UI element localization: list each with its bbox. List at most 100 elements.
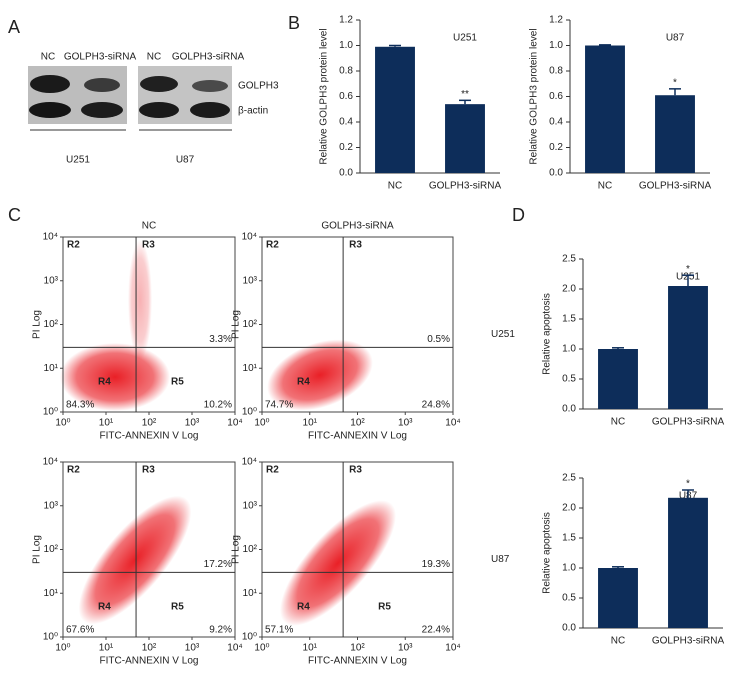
y-tick-label: 10¹ [243,588,258,599]
gate-label: R5 [171,602,184,613]
y-tick-label: 10² [44,319,59,330]
y-axis-label: Relative apoptosis [542,293,553,375]
gate-label: R5 [171,377,184,388]
quadrant-percentage: 9.2% [209,625,232,636]
y-tick-label: 10¹ [44,363,59,374]
gate-label: R2 [67,465,80,476]
band [30,75,70,93]
y-tick-label: 0.8 [339,66,353,77]
y-tick-label: 0.0 [562,623,576,634]
y-tick-label: 0.5 [562,374,576,385]
column-title: GOLPH3-siRNA [321,221,394,232]
y-tick-label: 10⁴ [43,232,58,243]
x-tick-label: 10⁰ [55,418,70,429]
x-tick-label: 10⁴ [445,643,460,654]
y-tick-label: 0.6 [339,91,353,102]
y-tick-label: 10⁰ [242,407,257,418]
panel-label: B [288,13,300,33]
gate-label: R3 [349,240,362,251]
lane-label: NC [147,52,161,63]
x-tick-label: NC [388,181,402,192]
cell-line-label: U87 [176,155,195,166]
quadrant-percentage: 0.5% [427,334,450,345]
x-axis-label: FITC-ANNEXIN V Log [308,656,407,667]
band-label: β-actin [238,106,268,117]
gate-label: R4 [98,602,111,613]
gate-label: R4 [98,377,111,388]
y-tick-label: 1.0 [562,563,576,574]
y-tick-label: 10⁴ [242,232,257,243]
gate-label: R2 [67,240,80,251]
cell-cloud [60,343,170,411]
y-tick-label: 10³ [243,500,258,511]
x-tick-label: 10³ [185,643,200,654]
cell-clouds [60,240,396,626]
y-tick-label: 0.6 [549,91,563,102]
gate-label: R3 [142,465,155,476]
bar [445,104,485,173]
gate-label: R2 [266,240,279,251]
gate-label: R3 [142,240,155,251]
gate-label: R3 [349,465,362,476]
y-tick-label: 10⁰ [43,632,58,643]
band [192,80,228,92]
x-tick-label: 10³ [185,418,200,429]
x-tick-label: NC [611,417,625,428]
significance: * [673,77,677,88]
chart-title: U251 [453,33,477,44]
row-label: U87 [491,554,510,565]
y-tick-label: 2.5 [562,254,576,265]
quadrant-percentage: 3.3% [209,334,232,345]
x-tick-label: 10¹ [99,418,114,429]
bar [668,497,708,628]
x-tick-label: 10³ [398,643,413,654]
lane-label: GOLPH3-siRNA [172,52,245,63]
x-tick-label: 10⁰ [55,643,70,654]
y-tick-label: 1.5 [562,314,576,325]
western-blot: NC GOLPH3-siRNA NC GOLPH3-siRNA GOLPH3 β… [28,52,279,166]
cell-cloud [267,339,373,411]
row-label: U251 [491,329,515,340]
y-axis-label: PI Log [231,535,242,564]
y-tick-label: 1.0 [549,40,563,51]
quadrant-percentage: 57.1% [265,625,293,636]
y-tick-label: 10⁰ [43,407,58,418]
significance: * [686,479,690,490]
panel-label: A [8,17,20,37]
y-axis-label: PI Log [32,310,43,339]
cell-cloud [128,240,152,360]
quadrant-percentage: 74.7% [265,400,293,411]
x-tick-label: GOLPH3-siRNA [652,636,725,647]
gate-label: R5 [378,602,391,613]
y-tick-label: 10¹ [243,363,258,374]
y-tick-label: 10⁰ [242,632,257,643]
band [29,102,71,118]
y-tick-label: 10⁴ [43,457,58,468]
significance: ** [461,89,469,100]
x-tick-label: GOLPH3-siRNA [429,181,502,192]
bar [375,46,415,173]
y-tick-label: 0.4 [339,117,353,128]
x-tick-label: 10⁴ [227,643,242,654]
x-tick-label: 10⁴ [445,418,460,429]
y-tick-label: 0.5 [562,593,576,604]
quadrant-percentage: 22.4% [422,625,450,636]
chart-title: U87 [666,33,685,44]
bar [668,286,708,409]
y-tick-label: 10² [243,544,258,555]
x-tick-label: 10² [350,643,365,654]
y-axis-label: Relative apoptosis [542,512,553,594]
x-tick-label: 10¹ [303,643,318,654]
x-axis-label: FITC-ANNEXIN V Log [100,656,199,667]
y-tick-label: 2.0 [562,503,576,514]
y-tick-label: 10² [44,544,59,555]
significance: * [686,264,690,275]
panel-label: D [512,205,525,225]
x-tick-label: GOLPH3-siRNA [652,417,725,428]
quadrant-percentage: 67.6% [66,625,94,636]
bar [598,568,638,628]
band [139,102,179,118]
y-tick-label: 2.0 [562,284,576,295]
x-tick-label: 10¹ [99,643,114,654]
